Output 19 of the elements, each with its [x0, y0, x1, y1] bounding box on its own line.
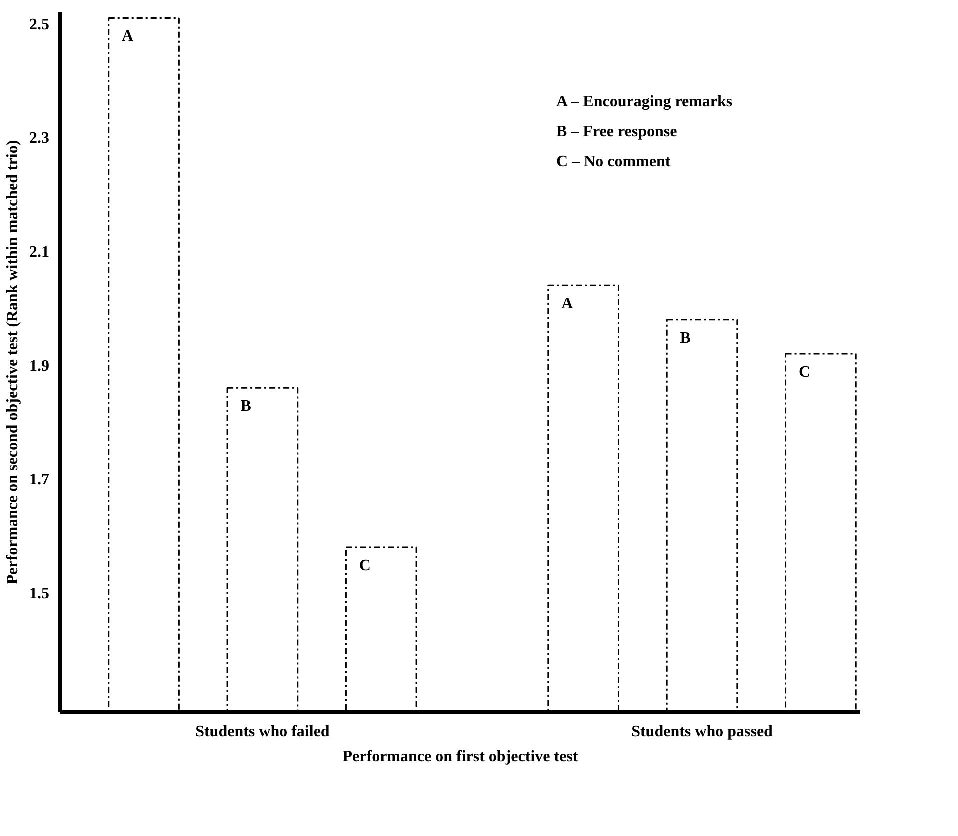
x-tick-label: Students who failed [196, 724, 330, 740]
series-label: C [359, 557, 371, 574]
y-tick-label: 2.5 [30, 16, 50, 34]
annotation: C – No comment [556, 154, 672, 170]
annotation: A – Encouraging remarks [556, 94, 733, 110]
series-label: B [240, 398, 252, 416]
text: B [680, 330, 691, 347]
y-tick-label: 1.7 [30, 472, 50, 489]
y-tick-label: 1.9 [30, 358, 50, 375]
text: C [798, 364, 811, 381]
y-axis-title: Performance on second objective test (Rank within matched trio) [4, 140, 22, 585]
annotation: B – Free response [556, 124, 678, 140]
y-tick-label: 2.1 [30, 244, 50, 262]
y-tick-label: 2.3 [30, 130, 50, 148]
text: A [562, 296, 574, 313]
x-tick-label: Students who passed [632, 724, 774, 740]
x-axis-title: Performance on first objective test [342, 748, 579, 766]
y-tick-label: 1.5 [30, 585, 50, 602]
series-label: A [122, 28, 134, 46]
